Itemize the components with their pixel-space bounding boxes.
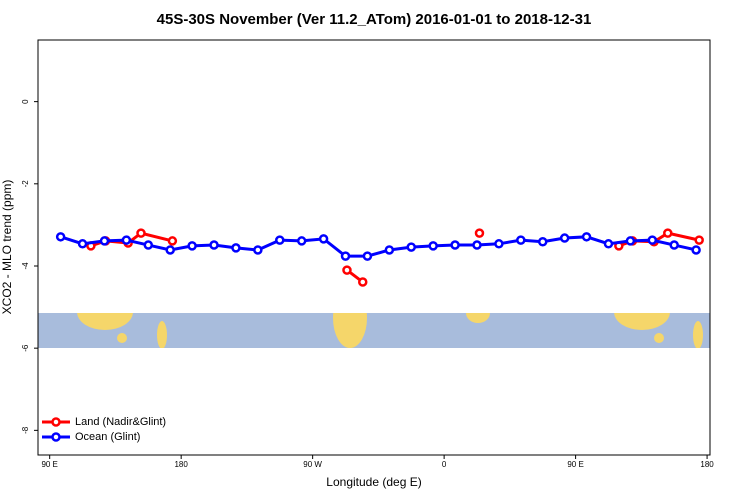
data-point: [165, 245, 175, 255]
data-point: [694, 235, 704, 245]
data-point: [167, 236, 178, 246]
y-tick-label: -6: [21, 344, 30, 352]
data-point: [669, 240, 679, 250]
data-point: [77, 239, 88, 249]
data-point: [340, 251, 351, 261]
x-tick-label: 180: [174, 460, 188, 469]
data-point: [691, 245, 701, 255]
data-point: [121, 235, 132, 245]
data-point: [537, 236, 548, 247]
data-point: [136, 228, 146, 238]
data-point: [603, 239, 614, 249]
data-point: [231, 243, 241, 253]
legend-label: Land (Nadir&Glint): [75, 416, 166, 428]
data-point: [474, 228, 485, 238]
y-tick-label: -8: [21, 426, 30, 434]
x-tick-label: 90 E: [567, 460, 583, 469]
y-tick-label: 0: [21, 99, 30, 104]
data-point: [516, 235, 526, 245]
x-tick-label: 180: [700, 460, 714, 469]
y-axis-label: XCO2 - MLO trend (ppm): [0, 180, 14, 315]
data-point: [559, 233, 570, 243]
data-point: [625, 236, 636, 246]
data-point: [472, 240, 482, 250]
series-line: [60, 235, 697, 258]
data-point: [253, 245, 263, 255]
data-point: [428, 241, 438, 251]
legend-marker: [51, 417, 61, 427]
data-point: [663, 228, 673, 238]
map-band: [38, 313, 710, 348]
data-point: [187, 241, 197, 251]
x-tick-label: 90 E: [41, 460, 57, 469]
data-point: [209, 240, 219, 250]
data-point: [384, 245, 395, 255]
x-axis-label: Longitude (deg E): [326, 475, 421, 489]
data-point: [55, 232, 66, 242]
data-point: [318, 234, 329, 244]
data-point: [494, 239, 504, 249]
data-point: [647, 235, 658, 245]
chart-title: 45S-30S November (Ver 11.2_ATom) 2016-01…: [157, 11, 592, 28]
data-point: [358, 277, 368, 287]
data-point: [406, 242, 417, 252]
data-point: [275, 235, 285, 245]
data-point: [143, 240, 154, 250]
data-point: [99, 236, 110, 246]
data-point: [342, 265, 352, 275]
x-tick-label: 0: [442, 460, 447, 469]
plot-frame: [37, 39, 711, 456]
y-tick-label: -2: [21, 180, 30, 188]
legend-label: Ocean (Glint): [75, 431, 140, 443]
data-point: [296, 236, 307, 246]
x-tick-label: 90 W: [303, 460, 322, 469]
y-tick-label: -4: [21, 262, 30, 270]
data-point: [581, 232, 592, 242]
data-point: [362, 251, 373, 261]
data-point: [450, 240, 460, 250]
legend-marker: [51, 432, 61, 442]
